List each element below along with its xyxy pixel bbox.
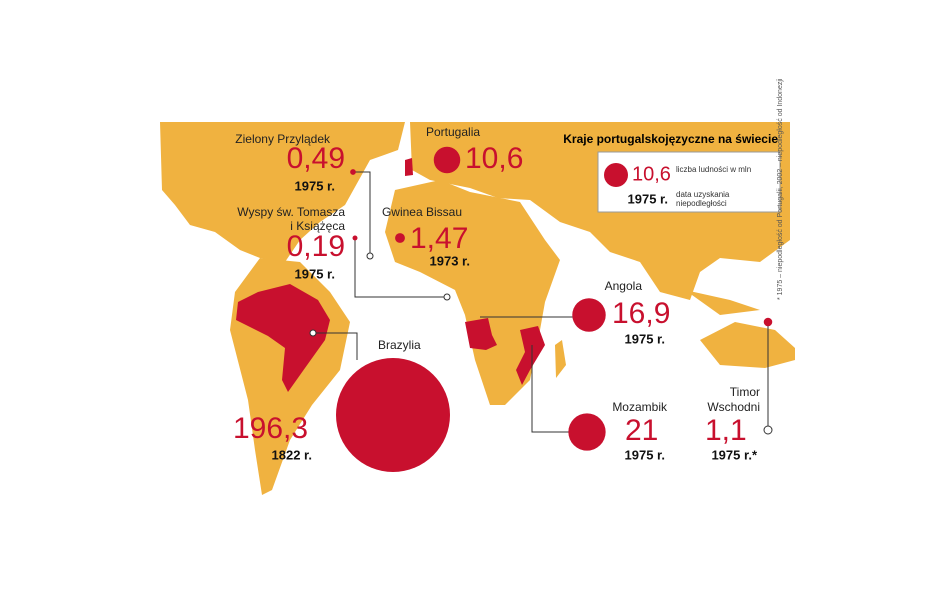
population-bubble	[350, 169, 356, 175]
independence-year: 1975 r.	[625, 447, 666, 462]
country-name: Timor	[730, 385, 760, 399]
country-name-line: Wschodni	[707, 400, 760, 414]
country-name: Brazylia	[378, 338, 421, 352]
population: 10,6	[465, 142, 523, 175]
legend-year-text: data uzyskania niepodległości	[676, 190, 730, 208]
legend-bubble	[604, 163, 628, 187]
legend-population-text: liczba ludności w mln	[676, 165, 752, 174]
legend-box	[597, 151, 781, 213]
independence-year: 1822 r.	[272, 447, 313, 462]
population: 21	[625, 414, 658, 447]
independence-year: 1975 r.	[295, 266, 336, 281]
population-bubble	[336, 358, 450, 472]
title: Kraje portugalskojęzyczne na świecie	[563, 132, 778, 146]
country-name: Angola	[605, 279, 643, 293]
population: 1,1	[705, 414, 747, 447]
population-bubble	[568, 413, 606, 451]
independence-year: 1975 r.*	[711, 447, 757, 462]
population-bubble	[433, 146, 461, 174]
country-name: Wyspy św. Tomasza	[237, 205, 345, 219]
legend-sample: 10,6	[632, 163, 671, 185]
population: 1,47	[410, 222, 468, 255]
country-name: Mozambik	[612, 400, 668, 414]
population-bubble	[395, 233, 405, 243]
population-bubble	[763, 317, 773, 327]
population: 0,19	[287, 230, 345, 263]
legend-population: liczba ludności w mln	[676, 165, 752, 174]
population-bubble	[572, 298, 606, 332]
country-name: Gwinea Bissau	[382, 205, 462, 219]
population: 0,49	[287, 142, 345, 175]
footnote: * 1975 – niepodległość od Portugalii, 20…	[777, 78, 784, 300]
legend-year-label: data uzyskania niepodległości	[676, 190, 730, 208]
independence-year: 1975 r.	[625, 331, 666, 346]
population: 196,3	[233, 412, 308, 445]
population-bubble	[352, 235, 358, 241]
leader-lines	[309, 171, 773, 435]
country-name-line: i Książęca	[290, 219, 345, 233]
population: 16,9	[612, 297, 670, 330]
independence-year: 1973 r.	[430, 253, 471, 268]
independence-year: 1975 r.	[295, 178, 336, 193]
country-name: Portugalia	[426, 125, 480, 139]
country-name: Zielony Przylądek	[235, 132, 331, 146]
portuguese-territories	[236, 158, 545, 392]
legend-year: 1975 r.	[628, 191, 669, 206]
